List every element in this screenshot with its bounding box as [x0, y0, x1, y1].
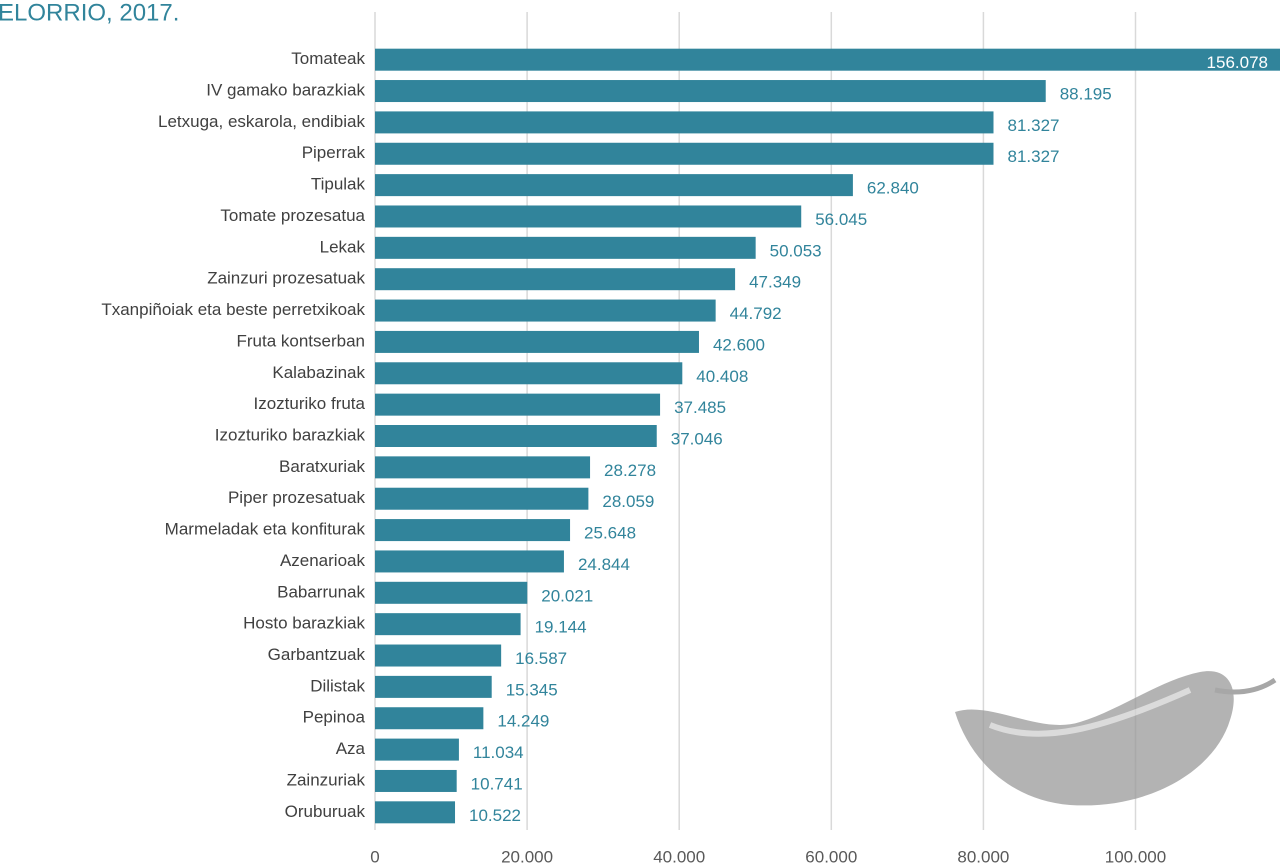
- y-tick-label: Tipulak: [311, 175, 366, 194]
- pepper-highlight: [988, 687, 1192, 737]
- value-label: 24.844: [578, 555, 630, 574]
- y-tick-label: Fruta kontserban: [236, 331, 365, 350]
- y-tick-label: Marmeladak eta konfiturak: [165, 520, 366, 539]
- value-label: 88.195: [1060, 85, 1112, 104]
- value-label: 14.249: [497, 712, 549, 731]
- value-label: 10.522: [469, 806, 521, 825]
- bar: [375, 675, 492, 698]
- pepper-illustration: [955, 671, 1277, 806]
- value-label: 50.053: [770, 241, 822, 260]
- bar: [375, 205, 802, 228]
- y-tick-label: Kalabazinak: [272, 363, 365, 382]
- y-tick-label: Letxuga, eskarola, endibiak: [158, 112, 365, 131]
- bar: [375, 48, 1280, 71]
- y-tick-label: Izozturiko fruta: [254, 394, 366, 413]
- value-label: 44.792: [730, 304, 782, 323]
- y-tick-label: Garbantzuak: [268, 645, 366, 664]
- bar: [375, 707, 484, 730]
- y-tick-label: Aza: [336, 739, 366, 758]
- y-tick-label: Oruburuak: [285, 802, 366, 821]
- y-tick-label: Tomate prozesatua: [220, 206, 365, 225]
- value-label: 16.587: [515, 649, 567, 668]
- x-tick-label: 40.000: [653, 847, 705, 866]
- value-label: 15.345: [506, 680, 558, 699]
- y-tick-label: Azenarioak: [280, 551, 366, 570]
- x-tick-label: 20.000: [501, 847, 553, 866]
- y-tick-label: IV gamako barazkiak: [206, 81, 365, 100]
- y-tick-label: Baratxuriak: [279, 457, 365, 476]
- bar: [375, 613, 521, 636]
- y-tick-label: Zainzuri prozesatuak: [207, 269, 365, 288]
- bar: [375, 769, 457, 792]
- y-tick-label: Piper prozesatuak: [228, 488, 366, 507]
- bar: [375, 393, 661, 416]
- x-tick-label: 80.000: [957, 847, 1009, 866]
- bar: [375, 268, 736, 291]
- value-label: 10.741: [471, 774, 523, 793]
- value-label: 11.034: [473, 743, 524, 762]
- x-tick-label: 60.000: [805, 847, 857, 866]
- grid: 0 20.000 40.000 60.000 80.000 100.000: [370, 12, 1166, 866]
- bar: [375, 299, 716, 322]
- bar: [375, 801, 456, 824]
- value-label: 42.600: [713, 335, 765, 354]
- bar: [375, 362, 683, 385]
- y-tick-label: Txanpiñoiak eta beste perretxikoak: [101, 300, 365, 319]
- value-label: 47.349: [749, 273, 801, 292]
- bar: [375, 738, 459, 761]
- x-tick-label: 100.000: [1105, 847, 1166, 866]
- bar: [375, 80, 1046, 103]
- pepper-body: [955, 671, 1234, 806]
- bar: [375, 330, 699, 353]
- value-label: 56.045: [815, 210, 867, 229]
- bar: [375, 519, 571, 542]
- value-label: 40.408: [696, 367, 748, 386]
- bar: [375, 142, 994, 165]
- bar: [375, 644, 502, 667]
- y-tick-label: Dilistak: [310, 676, 365, 695]
- value-label: 81.327: [1007, 116, 1059, 135]
- value-label: 28.278: [604, 461, 656, 480]
- value-label: 81.327: [1007, 147, 1059, 166]
- y-tick-label: Hosto barazkiak: [243, 614, 365, 633]
- bars: Tomateak 156.078 IV gamako barazkiak 88.195…: [101, 48, 1280, 825]
- y-tick-label: Lekak: [320, 237, 366, 256]
- bar: [375, 456, 591, 479]
- value-label: 25.648: [584, 524, 636, 543]
- bar: [375, 174, 853, 197]
- bar: [375, 425, 657, 447]
- value-label: 37.485: [674, 398, 726, 417]
- bar: [375, 550, 564, 573]
- y-tick-label: Tomateak: [291, 49, 365, 68]
- y-tick-label: Izozturiko barazkiak: [215, 425, 366, 444]
- value-label: 20.021: [541, 586, 593, 605]
- y-tick-label: Zainzuriak: [287, 770, 366, 789]
- value-label: 156.078: [1207, 53, 1268, 72]
- value-label: 19.144: [535, 618, 587, 637]
- bar: [375, 111, 994, 134]
- y-tick-label: Piperrak: [302, 143, 366, 162]
- bar: [375, 487, 589, 510]
- value-label: 37.046: [671, 429, 723, 448]
- bar: [375, 581, 528, 604]
- value-label: 28.059: [602, 492, 654, 511]
- y-tick-label: Babarrunak: [277, 582, 365, 601]
- pepper-stem: [1214, 677, 1277, 695]
- value-label: 62.840: [867, 179, 919, 198]
- chart-title: ELORRIO, 2017.: [0, 0, 179, 26]
- bar: [375, 236, 756, 259]
- y-tick-label: Pepinoa: [303, 708, 366, 727]
- x-tick-label: 0: [370, 847, 379, 866]
